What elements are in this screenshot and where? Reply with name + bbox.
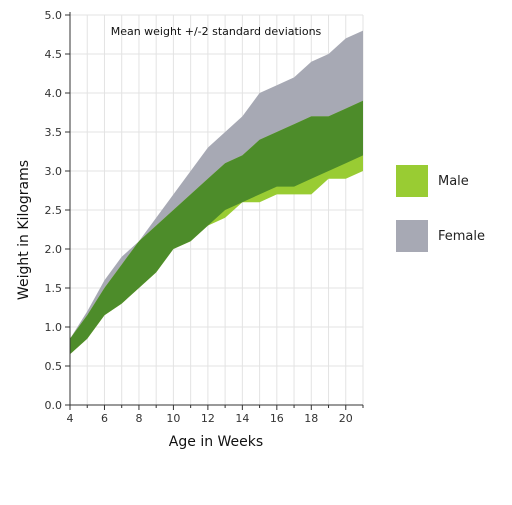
legend-item-male: Male	[396, 165, 506, 197]
x-tick-label: 8	[135, 412, 142, 425]
legend-item-female: Female	[396, 220, 506, 252]
x-tick-label: 6	[101, 412, 108, 425]
legend: Male Female	[396, 165, 506, 275]
legend-label-male: Male	[438, 173, 469, 189]
y-tick-label: 2.5	[45, 204, 63, 217]
chart-title: Mean weight +/-2 standard deviations	[111, 25, 322, 38]
y-axis-title: Weight in Kilograms	[16, 160, 32, 300]
legend-label-female: Female	[438, 228, 486, 244]
y-tick-label: 3.5	[45, 126, 63, 139]
area-overlap	[70, 100, 363, 355]
x-tick-label: 10	[166, 412, 180, 425]
x-tick-label: 12	[201, 412, 215, 425]
x-tick-label: 4	[67, 412, 74, 425]
legend-swatch-female	[396, 220, 428, 252]
y-tick-label: 0.0	[45, 399, 63, 412]
y-tick-label: 0.5	[45, 360, 63, 373]
x-axis-title: Age in Weeks	[169, 434, 263, 450]
axes: 4 6 8 10 12 14 16 18 20 0.0 0.5 1.0 1.5 2.0 2.5 3.0 3.5 4…	[45, 9, 364, 425]
legend-swatch-male	[396, 165, 428, 197]
x-tick-label: 14	[235, 412, 249, 425]
y-tick-label: 5.0	[45, 9, 63, 22]
x-tick-label: 20	[339, 412, 353, 425]
y-tick-label: 3.0	[45, 165, 63, 178]
y-tick-label: 1.0	[45, 321, 63, 334]
y-tick-label: 4.5	[45, 48, 63, 61]
x-tick-label: 18	[304, 412, 318, 425]
y-tick-label: 2.0	[45, 243, 63, 256]
x-tick-label: 16	[270, 412, 284, 425]
plot-area	[70, 30, 363, 355]
y-tick-label: 4.0	[45, 87, 63, 100]
y-tick-label: 1.5	[45, 282, 63, 295]
